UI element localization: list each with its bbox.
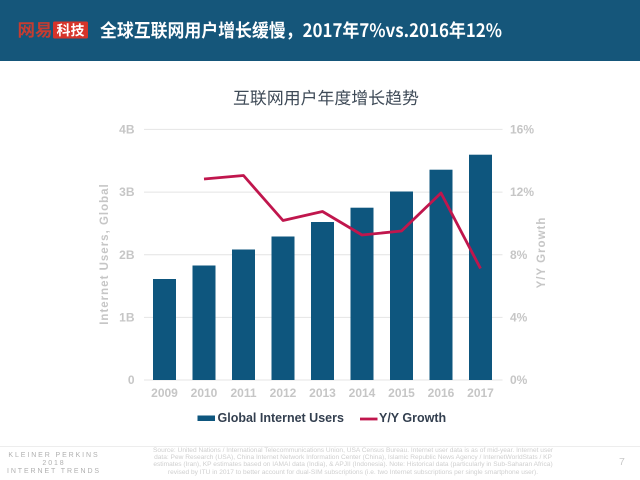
svg-text:2014: 2014 xyxy=(349,386,376,400)
svg-text:2012: 2012 xyxy=(270,386,297,400)
svg-text:16%: 16% xyxy=(510,123,534,137)
svg-text:Y/Y Growth: Y/Y Growth xyxy=(379,411,446,425)
svg-text:3B: 3B xyxy=(119,185,135,199)
svg-text:0%: 0% xyxy=(510,373,528,387)
svg-text:1B: 1B xyxy=(119,311,135,325)
svg-text:0: 0 xyxy=(128,373,135,387)
svg-text:2009: 2009 xyxy=(151,386,178,400)
svg-text:2B: 2B xyxy=(119,248,135,262)
svg-text:12%: 12% xyxy=(510,185,534,199)
svg-text:2016: 2016 xyxy=(428,386,455,400)
svg-text:Y/Y Growth: Y/Y Growth xyxy=(536,217,548,289)
svg-text:4%: 4% xyxy=(510,311,528,325)
svg-text:2013: 2013 xyxy=(309,386,336,400)
svg-text:Global Internet Users: Global Internet Users xyxy=(218,411,344,425)
svg-text:4B: 4B xyxy=(119,123,135,137)
svg-text:Internet Users, Global: Internet Users, Global xyxy=(99,183,111,325)
svg-text:2011: 2011 xyxy=(230,386,256,400)
svg-text:2010: 2010 xyxy=(191,386,218,400)
svg-text:2017: 2017 xyxy=(467,386,494,400)
svg-text:2015: 2015 xyxy=(388,386,415,400)
svg-text:8%: 8% xyxy=(510,248,528,262)
